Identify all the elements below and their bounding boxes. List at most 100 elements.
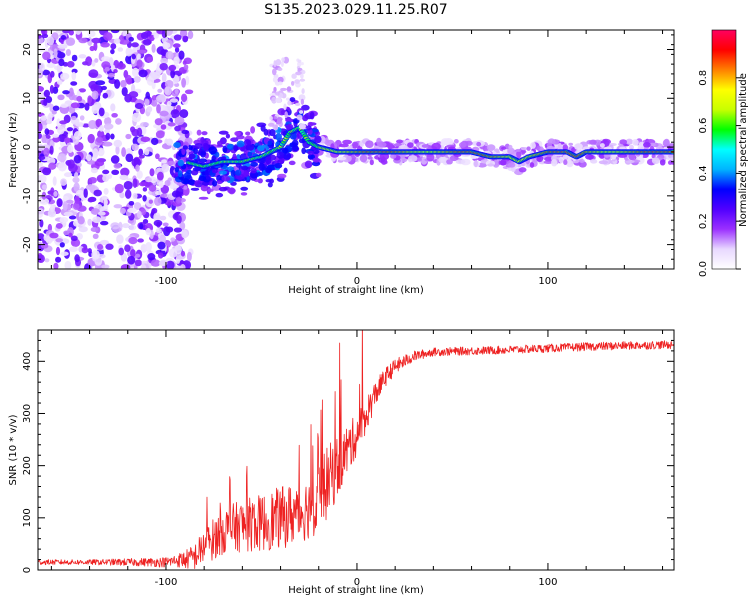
heatmap-cell xyxy=(192,167,202,172)
heatmap-cell xyxy=(289,97,296,103)
heatmap-cell xyxy=(473,160,478,168)
heatmap-cell xyxy=(166,100,172,107)
heatmap-cell xyxy=(38,161,44,168)
heatmap-cell xyxy=(70,102,81,109)
heatmap-cell xyxy=(82,123,90,128)
heatmap-cell xyxy=(78,88,86,93)
heatmap-cell xyxy=(170,108,180,119)
heatmap-cell xyxy=(662,139,670,148)
heatmap-cell xyxy=(56,118,61,128)
tick-label: -100 xyxy=(155,577,178,588)
heatmap-cell xyxy=(68,232,73,238)
heatmap-cell xyxy=(165,138,174,146)
heatmap-cell xyxy=(91,249,100,260)
heatmap-cell xyxy=(133,202,142,211)
heatmap-cell xyxy=(182,60,187,65)
heatmap-cell xyxy=(49,84,54,94)
heatmap-cell xyxy=(159,110,169,117)
heatmap-cell xyxy=(282,147,289,154)
heatmap-cell xyxy=(110,30,120,34)
heatmap-cell xyxy=(92,216,102,224)
heatmap-cell xyxy=(544,156,553,162)
heatmap-cell xyxy=(632,139,639,146)
heatmap-cell xyxy=(281,57,285,62)
heatmap-cell xyxy=(302,114,309,122)
heatmap-cell xyxy=(115,145,120,155)
heatmap-cell xyxy=(103,31,113,41)
heatmap-cell xyxy=(114,79,121,89)
heatmap-cell xyxy=(159,215,167,221)
heatmap-cell xyxy=(122,30,127,37)
heatmap-cell xyxy=(134,102,144,110)
heatmap-cell xyxy=(143,38,152,46)
heatmap-cell xyxy=(161,73,167,83)
heatmap-cell xyxy=(453,139,459,144)
tick-label: 0.4 xyxy=(698,165,709,181)
heatmap-cell xyxy=(78,37,88,44)
heatmap-cell xyxy=(205,175,210,180)
heatmap-cell xyxy=(272,76,278,83)
heatmap-cell xyxy=(40,115,47,121)
heatmap-cell xyxy=(275,58,282,66)
tick-label: 0.8 xyxy=(698,70,709,86)
heatmap-cell xyxy=(138,148,144,157)
heatmap-cell xyxy=(68,106,76,114)
heatmap-cell xyxy=(83,188,88,199)
heatmap-cell xyxy=(342,139,352,145)
heatmap-cell xyxy=(257,145,265,152)
heatmap-cell xyxy=(169,98,179,103)
heatmap-cell xyxy=(369,159,374,166)
heatmap-cell xyxy=(247,151,253,157)
heatmap-cell xyxy=(139,154,145,159)
heatmap-cell xyxy=(307,150,314,156)
heatmap-cell xyxy=(134,259,142,267)
heatmap-cell xyxy=(111,169,120,175)
heatmap-cell xyxy=(176,215,182,224)
heatmap-cell xyxy=(124,244,131,253)
heatmap-cell xyxy=(64,137,71,144)
heatmap-cell xyxy=(236,140,245,148)
heatmap-cell xyxy=(174,116,185,126)
heatmap-cell xyxy=(158,181,164,188)
heatmap-cell xyxy=(218,130,229,135)
heatmap-cell xyxy=(157,252,164,259)
heatmap-cell xyxy=(94,257,103,266)
heatmap-cell xyxy=(110,49,115,55)
heatmap-cell xyxy=(617,153,628,158)
heatmap-cell xyxy=(161,159,167,164)
heatmap-cell xyxy=(85,184,96,191)
heatmap-cell xyxy=(145,242,152,252)
heatmap-cell xyxy=(140,136,151,143)
heatmap-cell xyxy=(200,184,209,192)
heatmap-cell xyxy=(110,222,120,230)
heatmap-cell xyxy=(131,53,136,60)
heatmap-cell xyxy=(59,120,68,125)
heatmap-cell xyxy=(309,111,315,120)
tick-label: 100 xyxy=(538,577,557,588)
heatmap-cell xyxy=(186,251,192,262)
heatmap-cell xyxy=(63,211,74,217)
heatmap-cell xyxy=(659,158,666,166)
heatmap-cell xyxy=(156,171,164,181)
heatmap-cell xyxy=(88,176,97,184)
spectrogram-xlabel: Height of straight line (km) xyxy=(288,285,424,296)
heatmap-cell xyxy=(132,192,138,199)
heatmap-cell xyxy=(165,50,174,60)
heatmap-cell xyxy=(236,135,245,140)
heatmap-cell xyxy=(137,238,144,243)
heatmap-cell xyxy=(95,80,106,86)
heatmap-cell xyxy=(140,121,150,128)
heatmap-cell xyxy=(240,186,249,191)
heatmap-cell xyxy=(271,68,277,76)
heatmap-cell xyxy=(79,115,85,121)
heatmap-cell xyxy=(131,83,136,94)
heatmap-cell xyxy=(44,128,50,135)
heatmap-cell xyxy=(145,228,152,236)
heatmap-cell xyxy=(240,192,248,196)
heatmap-cell xyxy=(52,176,57,186)
heatmap-cell xyxy=(89,45,95,52)
heatmap-cell xyxy=(215,192,224,198)
heatmap-cell xyxy=(41,184,48,190)
heatmap-cell xyxy=(103,198,108,206)
heatmap-cell xyxy=(283,167,288,174)
